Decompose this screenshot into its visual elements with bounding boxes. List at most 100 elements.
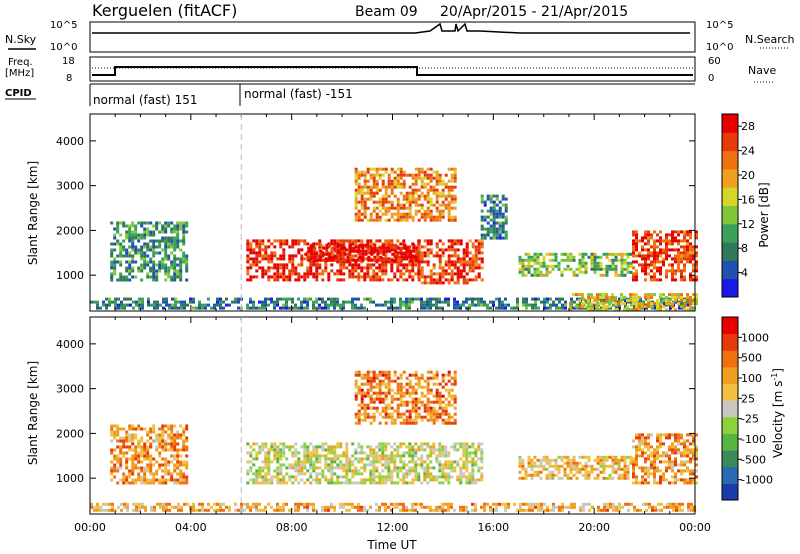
- heatmap-cell-0-0: [327, 306, 330, 310]
- heatmap-cell-1-1: [146, 448, 150, 452]
- heatmap-cell-1-5: [653, 481, 656, 485]
- heatmap-cell-1-2: [267, 463, 271, 467]
- heatmap-cell-1-4: [614, 458, 618, 462]
- heatmap-cell-0-0: [426, 303, 429, 307]
- heatmap-cell-1-0: [99, 505, 102, 509]
- cpid-segment-2: normal (fast) -151: [244, 87, 353, 101]
- heatmap-cell-0-7: [533, 273, 537, 277]
- heatmap-cell-1-3: [450, 421, 454, 425]
- heatmap-cell-0-3: [313, 258, 317, 262]
- heatmap-cell-0-8: [680, 257, 683, 261]
- heatmap-cell-1-3: [408, 418, 412, 422]
- nsky-label: N.Sky: [5, 33, 37, 46]
- heatmap-cell-1-1: [146, 463, 150, 467]
- heatmap-cell-1-0: [114, 508, 117, 512]
- heatmap-cell-0-5: [435, 197, 439, 201]
- heatmap-cell-0-8: [695, 275, 698, 279]
- heatmap-cell-0-3: [382, 246, 386, 250]
- heatmap-cell-1-2: [441, 475, 445, 479]
- heatmap-cell-0-0: [447, 303, 450, 307]
- heatmap-cell-1-4: [557, 476, 561, 480]
- heatmap-cell-0-2: [321, 272, 325, 276]
- heatmap-cell-0-5: [393, 185, 397, 189]
- heatmap-cell-0-1: [176, 224, 180, 228]
- heatmap-cell-1-2: [363, 466, 367, 470]
- heatmap-cell-1-1: [146, 469, 150, 473]
- heatmap-cell-1-2: [402, 463, 406, 467]
- heatmap-cell-1-1: [161, 436, 165, 440]
- heatmap-cell-0-3: [394, 249, 398, 253]
- heatmap-cell-0-5: [357, 209, 361, 213]
- heatmap-cell-1-4: [620, 467, 624, 471]
- heatmap-cell-1-2: [339, 460, 343, 464]
- heatmap-cell-0-5: [360, 200, 364, 204]
- heatmap-cell-1-2: [471, 469, 475, 473]
- heatmap-cell-1-2: [357, 442, 361, 446]
- heatmap-cell-0-0: [177, 306, 180, 310]
- heatmap-cell-1-2: [312, 469, 316, 473]
- heatmap-cell-1-3: [405, 376, 409, 380]
- heatmap-cell-1-2: [378, 445, 382, 449]
- heatmap-cell-0-8: [665, 251, 668, 255]
- heatmap-cell-0-7: [548, 264, 552, 268]
- heatmap-cell-0-0: [525, 306, 528, 310]
- heatmap-cell-1-0: [132, 502, 135, 506]
- heatmap-cell-0-0: [507, 303, 510, 307]
- heatmap-cell-1-1: [146, 451, 150, 455]
- heatmap-cell-1-2: [246, 481, 250, 485]
- heatmap-cell-1-2: [318, 472, 322, 476]
- heatmap-cell-0-5: [447, 191, 451, 195]
- heatmap-cell-1-0: [588, 502, 591, 506]
- heatmap-cell-1-2: [426, 466, 430, 470]
- heatmap-cell-0-1: [176, 272, 180, 276]
- heatmap-cell-0-2: [279, 239, 283, 243]
- heatmap-cell-1-3: [354, 421, 358, 425]
- heatmap-cell-1-1: [158, 439, 162, 443]
- heatmap-cell-1-3: [390, 388, 394, 392]
- heatmap-cell-0-9: [578, 305, 581, 309]
- heatmap-cell-1-0: [519, 508, 522, 512]
- heatmap-cell-1-2: [459, 469, 463, 473]
- heatmap-cell-0-0: [390, 303, 393, 307]
- heatmap-cell-0-4: [465, 248, 469, 252]
- heatmap-cell-1-0: [675, 505, 678, 509]
- heatmap-cell-0-1: [170, 239, 174, 243]
- heatmap-cell-0-4: [450, 245, 454, 249]
- heatmap-cell-1-3: [360, 406, 364, 410]
- heatmap-cell-1-4: [623, 470, 627, 474]
- heatmap-cell-0-5: [414, 188, 418, 192]
- heatmap-cell-0-5: [360, 194, 364, 198]
- heatmap-cell-0-5: [417, 197, 421, 201]
- heatmap-cell-1-2: [378, 454, 382, 458]
- heatmap-cell-1-4: [581, 464, 585, 468]
- heatmap-cell-0-0: [120, 300, 123, 304]
- heatmap-cell-1-5: [635, 448, 638, 452]
- heatmap-cell-0-8: [677, 239, 680, 243]
- heatmap-cell-1-2: [396, 481, 400, 485]
- heatmap-cell-1-0: [135, 502, 138, 506]
- heatmap-cell-1-1: [173, 433, 177, 437]
- heatmap-cell-0-0: [147, 297, 150, 301]
- heatmap-cell-0-2: [282, 278, 286, 282]
- heatmap-cell-0-8: [653, 257, 656, 261]
- heatmap-cell-1-2: [294, 451, 298, 455]
- heatmap-cell-1-3: [384, 415, 388, 419]
- heatmap-cell-1-2: [366, 445, 370, 449]
- heatmap-cell-1-5: [674, 448, 677, 452]
- heatmap-cell-1-1: [155, 436, 159, 440]
- heatmap-cell-0-9: [614, 296, 617, 300]
- heatmap-cell-0-7: [629, 264, 633, 268]
- heatmap-cell-1-0: [507, 505, 510, 509]
- heatmap-cell-0-1: [182, 230, 186, 234]
- heatmap-cell-0-9: [695, 299, 698, 303]
- heatmap-cell-1-2: [408, 460, 412, 464]
- heatmap-cell-1-2: [384, 481, 388, 485]
- heatmap-cell-0-7: [623, 267, 627, 271]
- heatmap-cell-0-9: [599, 302, 602, 306]
- heatmap-cell-0-3: [385, 246, 389, 250]
- heatmap-cell-1-3: [414, 400, 418, 404]
- heatmap-cell-1-1: [134, 466, 138, 470]
- heatmap-cell-1-3: [381, 406, 385, 410]
- heatmap-cell-0-1: [125, 266, 129, 270]
- heatmap-cell-1-1: [128, 445, 132, 449]
